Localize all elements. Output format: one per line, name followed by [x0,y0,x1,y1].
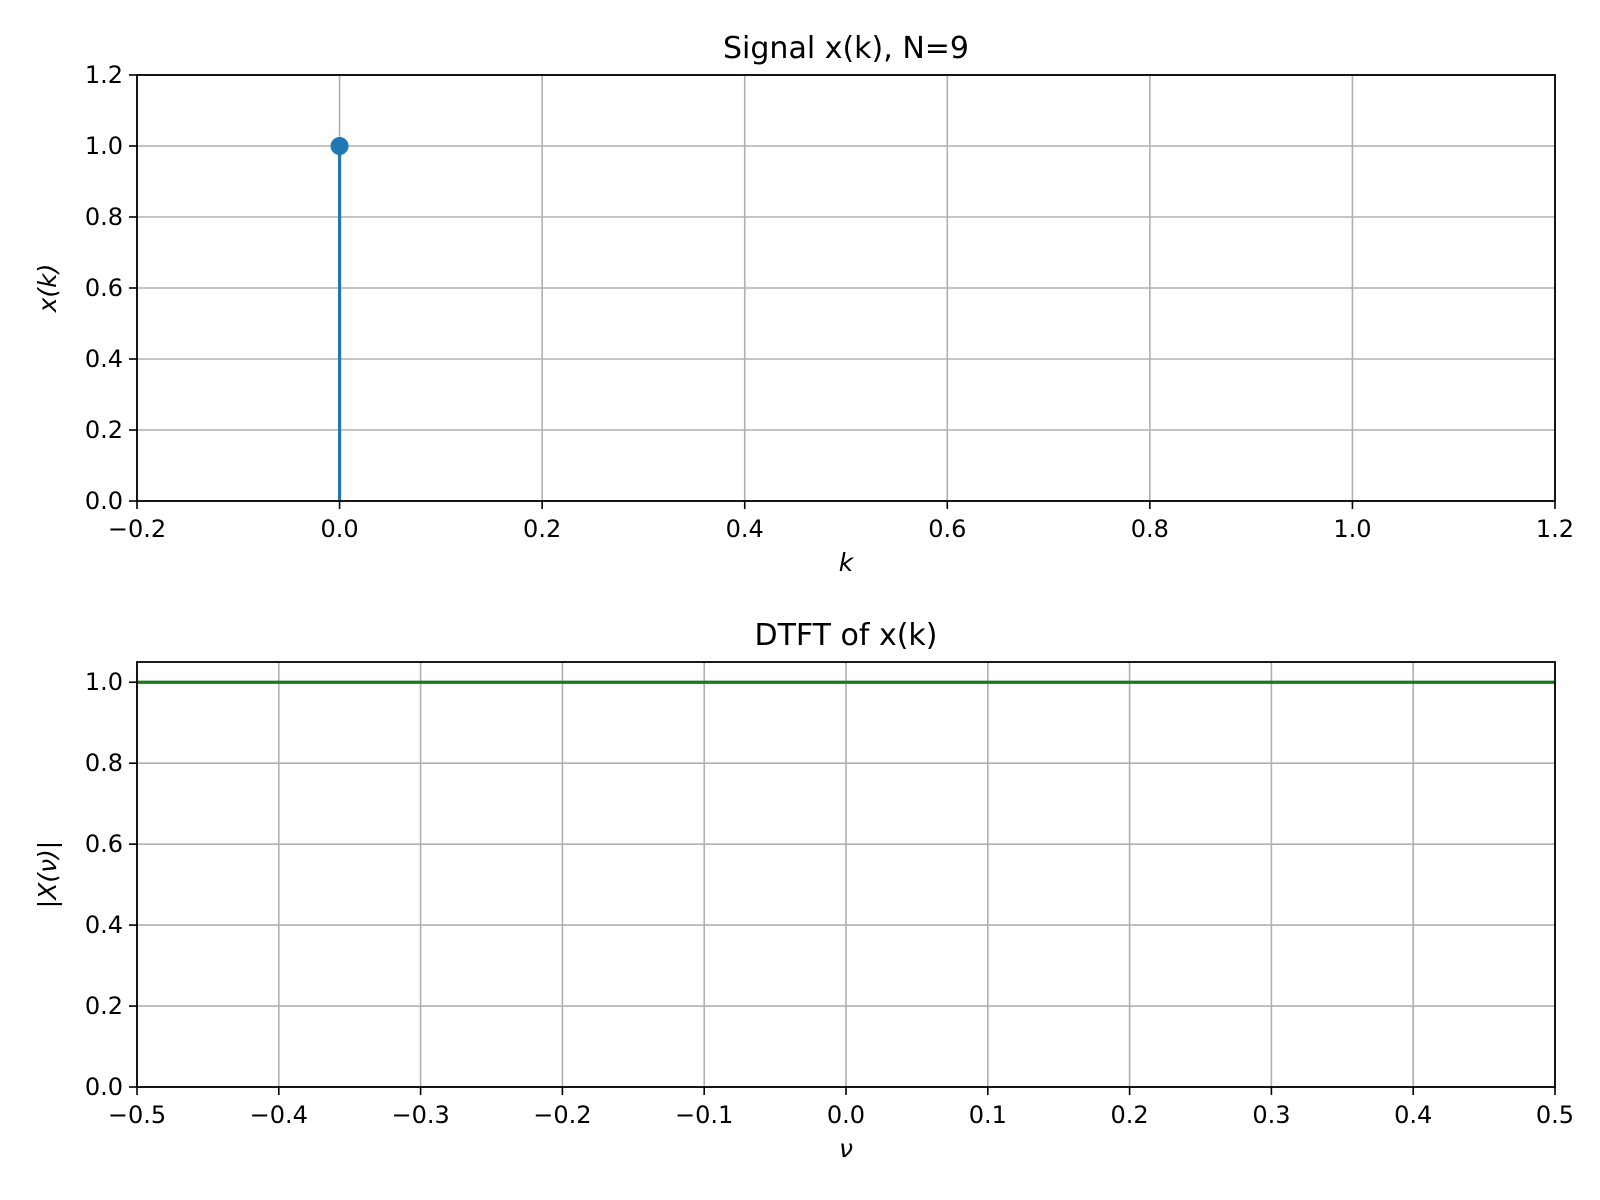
y-tick-label: 0.8 [85,749,123,777]
x-tick-label: 0.0 [827,1101,865,1129]
dtft-chart: −0.5 −0.4 −0.3 −0.2 −0.1 0.0 0.1 0.2 0.3 0.4 0.5 0.… [33,618,1574,1163]
x-tick-label: 0.5 [1536,1101,1574,1129]
y-tick-label: 1.0 [85,132,123,160]
stem-marker [330,137,349,155]
y-tick-label: 0.0 [85,487,123,515]
x-tick-label: −0.2 [533,1101,591,1129]
y-tick-label: 0.2 [85,992,123,1020]
x-tick-label: 1.2 [1536,515,1574,543]
y-axis-label: |X(ν)| [33,841,62,908]
x-tick-label: 0.1 [969,1101,1007,1129]
x-tick-label: 0.3 [1252,1101,1290,1129]
x-tick-label: 1.0 [1333,515,1371,543]
x-axis-label: k [839,548,855,577]
x-tick-label: −0.1 [675,1101,733,1129]
x-tick-label: 0.4 [726,515,764,543]
x-tick-label: −0.5 [108,1101,166,1129]
x-tick-label: −0.4 [250,1101,308,1129]
chart-title: Signal x(k), N=9 [723,31,969,66]
x-tick-label: 0.6 [928,515,966,543]
x-tick-label: −0.2 [108,515,166,543]
y-tick-label: 0.2 [85,416,123,444]
y-tick-label: 0.4 [85,345,123,373]
y-tick-label: 1.0 [85,668,123,696]
y-tick-label: 0.6 [85,274,123,302]
y-tick-label: 0.8 [85,203,123,231]
x-tick-label: 0.8 [1131,515,1169,543]
axes-frame [136,74,1556,502]
x-axis-label: ν [839,1134,853,1163]
y-tick-label: 0.4 [85,911,123,939]
x-tick-label: 0.2 [1111,1101,1149,1129]
y-axis-label: x(k) [33,264,62,314]
x-tick-label: 0.0 [320,515,358,543]
y-tick-label: 0.6 [85,830,123,858]
chart-title: DTFT of x(k) [754,618,937,653]
x-tick-label: 0.4 [1394,1101,1432,1129]
axes-frame [136,661,1556,1088]
x-tick-label: −0.3 [391,1101,449,1129]
y-tick-label: 0.0 [85,1073,123,1101]
signal-chart: −0.2 0.0 0.2 0.4 0.6 0.8 1.0 1.20.00.20.40.60.8… [33,31,1574,577]
x-tick-label: 0.2 [523,515,561,543]
y-tick-label: 1.2 [85,61,123,89]
